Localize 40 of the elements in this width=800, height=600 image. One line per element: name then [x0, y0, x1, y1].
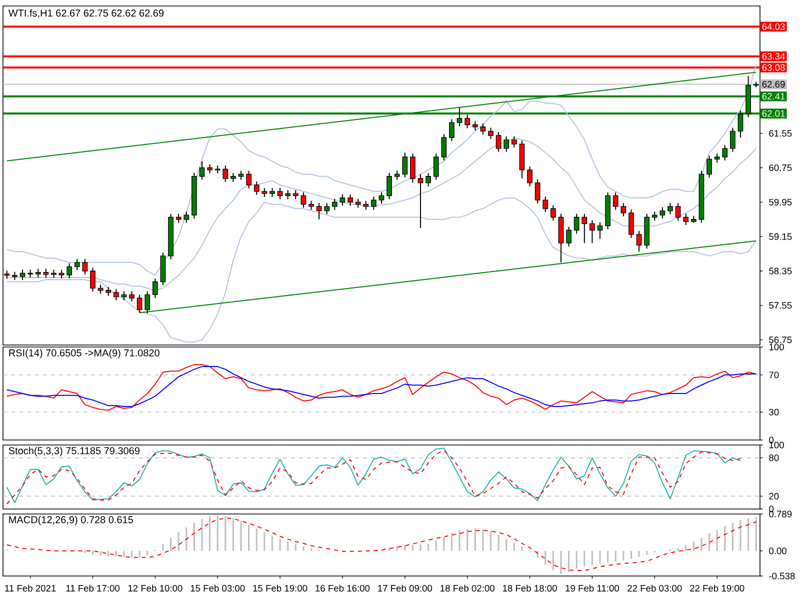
y-tick-label: 20: [769, 492, 779, 500]
ref-line-label: 64.03: [762, 23, 785, 30]
ref-line-label: 63.08: [762, 64, 785, 71]
x-tick-label: 17 Feb 09:00: [378, 584, 432, 592]
y-tick-label: 70: [769, 372, 779, 378]
x-tick-label: 18 Feb 18:00: [502, 584, 557, 592]
y-tick-label: 61.55: [769, 130, 792, 137]
y-tick-label: 80: [769, 454, 779, 462]
x-tick-label: 22 Feb 03:00: [628, 584, 682, 592]
x-tick-label: 11 Feb 17:00: [66, 584, 120, 592]
y-tick-label: 100: [769, 344, 784, 350]
chart-title: Stoch(5,3,3) 75.1185 79.3069: [8, 446, 140, 456]
chart-title: RSI(14) 70.6505 ->MA(9) 71.0820: [9, 349, 160, 358]
x-tick-label: 15 Feb 03:00: [190, 584, 245, 592]
ref-line-label: 62.69: [762, 81, 785, 88]
y-tick-label: 59.15: [769, 233, 792, 240]
x-tick-label: 18 Feb 02:00: [440, 584, 494, 592]
y-tick-label: 0.00: [769, 548, 787, 554]
x-tick-label: 22 Feb 19:00: [690, 584, 744, 592]
y-tick-label: 100: [769, 442, 784, 448]
x-tick-label: 19 Feb 11:00: [566, 584, 619, 592]
x-tick-label: 11 Feb 2021: [5, 584, 56, 592]
ref-line-label: 63.34: [762, 53, 785, 60]
y-tick-label: 60.75: [769, 164, 792, 172]
y-tick-label: 0.789: [769, 510, 792, 518]
chart-title: MACD(12,26,9) 0.728 0.615: [9, 516, 134, 526]
y-tick-label: 56.75: [769, 336, 792, 344]
y-tick-label: -0.538: [769, 572, 795, 580]
y-tick-label: 58.35: [769, 268, 792, 274]
chart-title: WTI.fs,H1 62.67 62.75 62.62 62.69: [8, 9, 164, 18]
y-tick-label: 59.95: [769, 198, 792, 206]
y-tick-label: 57.55: [769, 302, 792, 309]
x-tick-label: 16 Feb 16:00: [316, 584, 370, 592]
x-tick-label: 15 Feb 19:00: [253, 584, 308, 592]
ref-line-label: 62.41: [762, 93, 785, 100]
ref-line-label: 62.01: [762, 110, 785, 117]
y-tick-label: 0: [769, 506, 774, 512]
y-tick-label: 0: [769, 436, 774, 444]
y-tick-label: 30: [769, 408, 779, 416]
x-tick-label: 12 Feb 10:00: [128, 584, 182, 592]
